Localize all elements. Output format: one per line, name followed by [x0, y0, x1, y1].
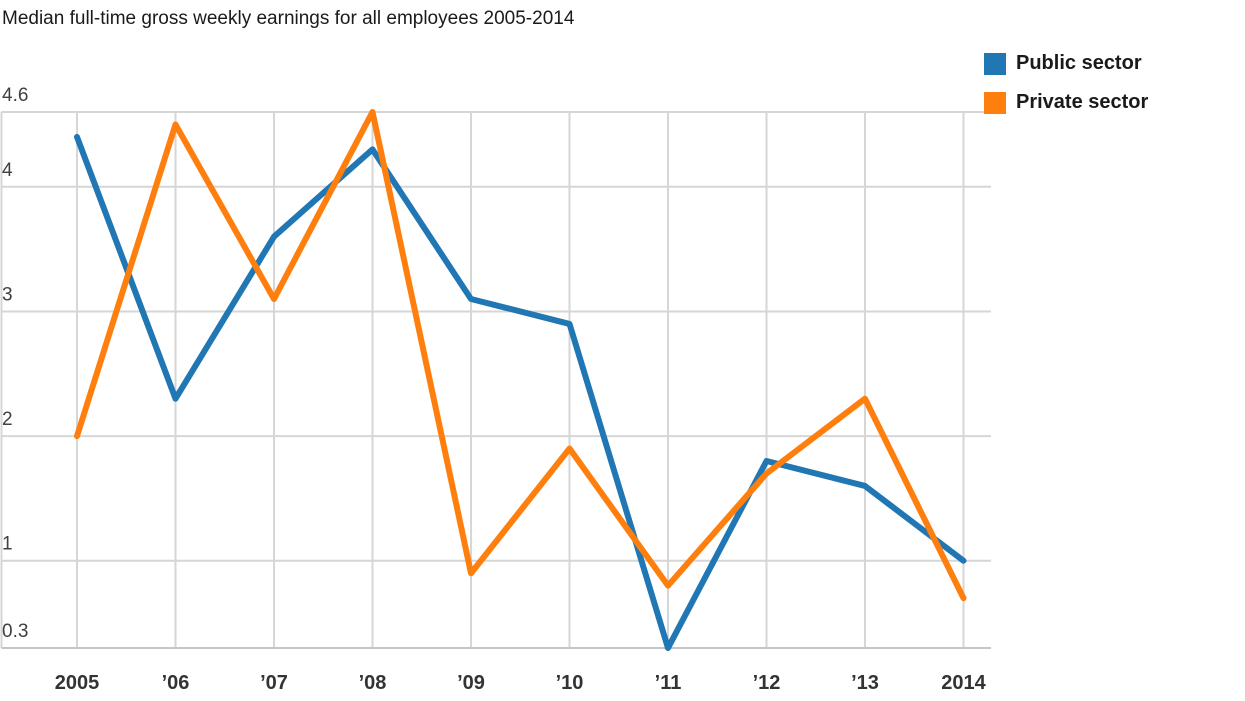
x-tick-label: ’10	[556, 672, 584, 694]
x-tick-label: 2005	[55, 672, 100, 694]
x-tick-label: ’12	[753, 672, 781, 694]
x-tick-label: ’13	[851, 672, 879, 694]
legend-item-public-sector: Public sector	[984, 52, 1148, 75]
y-tick-label: 4	[2, 160, 13, 181]
legend: Public sector Private sector	[984, 52, 1148, 130]
x-tick-label: ’06	[162, 672, 190, 694]
y-tick-label: 3	[2, 284, 13, 305]
legend-item-private-sector: Private sector	[984, 91, 1148, 114]
private-sector-line	[74, 109, 967, 602]
y-tick-label: 1	[2, 534, 13, 555]
x-tick-label: ’11	[655, 672, 682, 694]
chart-title: Median full-time gross weekly earnings f…	[2, 8, 575, 29]
x-tick-label: ’08	[359, 672, 387, 694]
y-tick-label: 2	[2, 409, 13, 430]
x-tick-label: ’09	[457, 672, 485, 694]
x-tick-label: ’07	[260, 672, 288, 694]
public-sector-line	[74, 133, 967, 651]
private-sector-swatch	[984, 91, 1006, 114]
y-tick-label: 0.3	[2, 621, 28, 642]
y-tick-label: 4.6	[2, 85, 28, 106]
public-sector-swatch	[984, 52, 1006, 75]
legend-label-public-sector: Public sector	[1016, 52, 1142, 74]
x-tick-label: 2014	[941, 672, 986, 694]
legend-label-private-sector: Private sector	[1016, 91, 1149, 113]
